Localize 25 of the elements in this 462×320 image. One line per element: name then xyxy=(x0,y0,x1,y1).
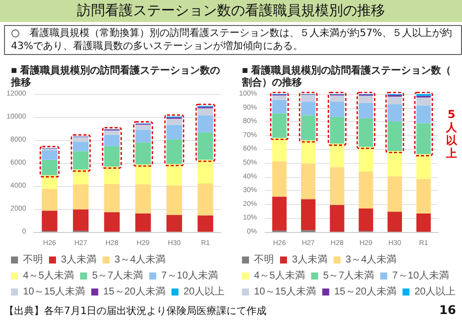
legend-label: 3～4人未満 xyxy=(114,254,166,266)
legend-label: 7～10人未満 xyxy=(392,270,449,282)
legend-label: 不明 xyxy=(23,254,43,266)
legend-label: 15～20人未満 xyxy=(334,286,396,298)
legend-label: 7～10人未満 xyxy=(161,270,218,282)
chart-title: ■ 看護職員規模別の訪問看護ステーション数（割合）の推移 xyxy=(241,64,451,88)
legend-label: 10～15人未満 xyxy=(254,286,316,298)
legend-label: 20人以上 xyxy=(183,286,225,298)
legend-label: 3人未満 xyxy=(292,254,328,266)
text: 16 xyxy=(439,303,456,317)
chart-title: ■ 看護職員規模別の訪問看護ステーション数の推移 xyxy=(10,64,220,88)
text: ○ 看護職員規模（常勤換算）別の訪問看護ステーション数は、５人未満が約57%、５人以上が約43%であり、看護職員数の多いステーションが増加傾向にある。 xyxy=(4,25,462,55)
legend-label: 15～20人未満 xyxy=(103,286,166,298)
legend-label: 4～5人未満 xyxy=(23,270,74,282)
legend-label: 3～4人未満 xyxy=(346,254,397,266)
legend-label: 3人未満 xyxy=(61,254,97,266)
legend-label: 10～15人未満 xyxy=(23,286,86,298)
legend-label: 5～7人未満 xyxy=(92,270,144,282)
legend-label: 5～7人未満 xyxy=(323,270,374,282)
text: 5人以上 xyxy=(445,108,458,160)
legend-label: 不明 xyxy=(254,254,274,266)
text: 訪問看護ステーション数の看護職員規模別の推移 xyxy=(0,0,462,22)
legend-label: 20人以上 xyxy=(414,286,456,298)
legend-label: 4～5人未満 xyxy=(254,270,306,282)
text: 【出典】各年7月1日の届出状況より保険局医療課にて作成 xyxy=(4,305,267,318)
